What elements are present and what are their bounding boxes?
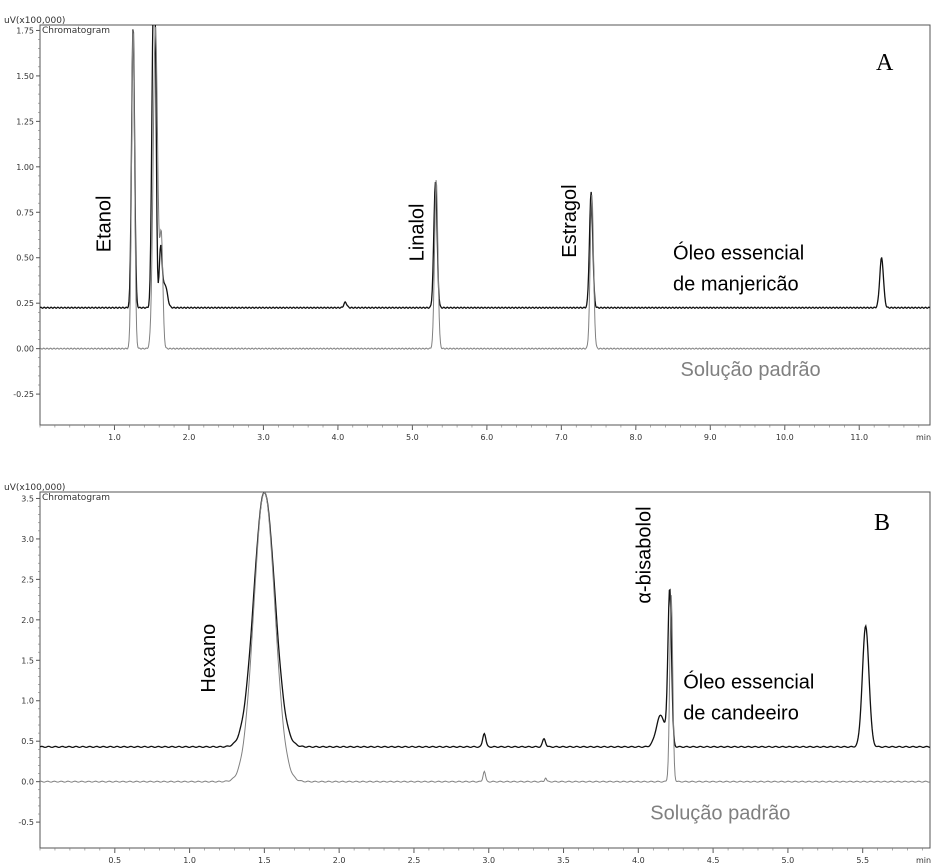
- peak-annotation: α-bisabolol: [633, 506, 655, 603]
- y-tick-label: 0.0: [21, 778, 34, 787]
- x-tick-label: 4.0: [632, 856, 645, 863]
- y-tick-label: -0.25: [13, 390, 34, 399]
- y-tick-label: 1.75: [16, 26, 34, 35]
- y-tick-label: -0.5: [18, 818, 34, 827]
- x-tick-label: 3.5: [557, 856, 570, 863]
- y-tick-label: 0.5: [21, 737, 34, 746]
- x-tick-label: 9.0: [704, 433, 717, 442]
- peak-annotation: Linalol: [407, 204, 429, 262]
- plot-frame: [39, 24, 931, 426]
- x-tick-label: 4.5: [707, 856, 720, 863]
- plot-frame: [39, 491, 931, 849]
- y-tick-label: 2.5: [21, 575, 34, 584]
- y-unit-label: uV(x100,000): [4, 16, 65, 26]
- peak-annotation: Hexano: [198, 624, 220, 693]
- y-tick-label: 1.00: [16, 163, 34, 172]
- x-tick-label: 5.0: [406, 433, 419, 442]
- x-tick-label: 1.0: [108, 433, 121, 442]
- series-line-0: [40, 492, 930, 749]
- peak-annotation: Estragol: [559, 184, 581, 257]
- series-line-0: [40, 25, 930, 310]
- peak-annotation: Óleo essencial: [673, 242, 804, 265]
- x-tick-label: 1.0: [183, 856, 196, 863]
- series-line-1: [40, 26, 930, 350]
- x-tick-label: 5.5: [856, 856, 869, 863]
- x-tick-label: 7.0: [555, 433, 568, 442]
- y-tick-label: 1.5: [21, 656, 34, 665]
- x-tick-label: 11.0: [850, 433, 868, 442]
- peak-annotation: de candeeiro: [683, 702, 799, 724]
- y-tick-label: 1.0: [21, 697, 34, 706]
- peak-annotation: Solução padrão: [681, 359, 821, 381]
- peak-annotation: Etanol: [94, 196, 116, 253]
- chart-panel-b: uV(x100,000)Chromatogram -0.5 0.0 0.5 1.0 1.5…: [4, 483, 931, 863]
- peak-annotation: Óleo essencial: [683, 671, 814, 694]
- series-line-1: [40, 492, 930, 783]
- panel-label: B: [874, 510, 890, 536]
- y-tick-label: 3.5: [21, 494, 34, 503]
- y-tick-label: 1.50: [16, 72, 34, 81]
- y-unit-label: uV(x100,000): [4, 483, 65, 493]
- x-tick-label: 3.0: [257, 433, 270, 442]
- x-unit-label: min: [916, 433, 931, 442]
- x-tick-label: 10.0: [776, 433, 794, 442]
- x-tick-label: 2.0: [333, 856, 346, 863]
- y-tick-label: 2.0: [21, 616, 34, 625]
- x-tick-label: 6.0: [480, 433, 493, 442]
- x-tick-label: 5.0: [782, 856, 795, 863]
- frame-title: Chromatogram: [42, 493, 110, 503]
- x-unit-label: min: [916, 856, 931, 863]
- y-tick-label: 1.25: [16, 117, 34, 126]
- x-tick-label: 3.0: [482, 856, 495, 863]
- y-tick-label: 3.0: [21, 535, 34, 544]
- chart-panel-a: uV(x100,000)Chromatogram -0.25 0.00 0.25 0.5…: [4, 16, 931, 442]
- y-tick-label: 0.00: [16, 345, 34, 354]
- x-tick-label: 8.0: [629, 433, 642, 442]
- y-tick-label: 0.50: [16, 254, 34, 263]
- peak-annotation: Solução padrão: [650, 803, 790, 825]
- frame-title: Chromatogram: [42, 26, 110, 36]
- y-tick-label: 0.75: [16, 208, 34, 217]
- peak-annotation: de manjericão: [673, 273, 799, 295]
- x-tick-label: 4.0: [332, 433, 345, 442]
- x-tick-label: 1.5: [258, 856, 271, 863]
- x-tick-label: 2.0: [183, 433, 196, 442]
- y-tick-label: 0.25: [16, 299, 34, 308]
- x-tick-label: 0.5: [108, 856, 121, 863]
- x-tick-label: 2.5: [408, 856, 421, 863]
- panel-label: A: [876, 50, 894, 76]
